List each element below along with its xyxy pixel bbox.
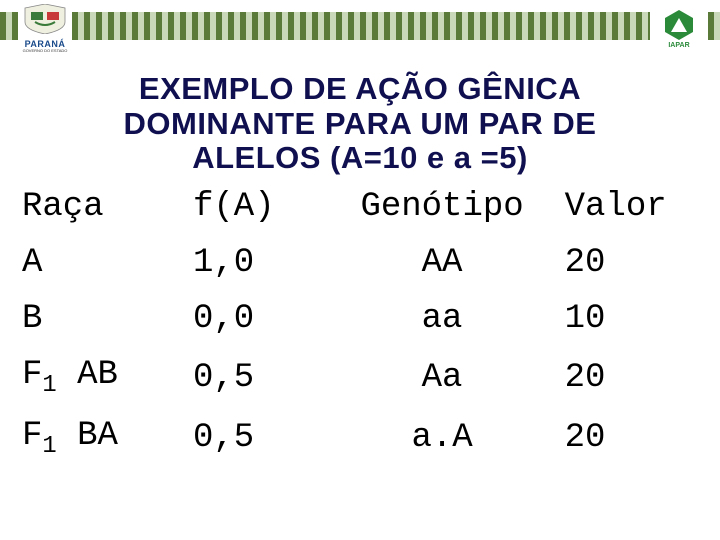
table-row: A 1,0 AA 20 [18,236,702,292]
slide-title: EXEMPLO DE AÇÃO GÊNICA DOMINANTE PARA UM… [18,72,702,176]
header-stripe-pattern [0,12,720,40]
table-header-row: Raça f(A) Genótipo Valor [18,180,702,236]
cell-valor: 20 [545,409,702,470]
iapar-logo-icon: IAPAR [657,8,701,48]
parana-crest-icon [21,4,69,34]
title-line-3: ALELOS (A=10 e a =5) [192,140,528,175]
table-row: F1 AB 0,5 Aa 20 [18,348,702,409]
cell-fa: 1,0 [189,236,339,292]
slide-content: EXEMPLO DE AÇÃO GÊNICA DOMINANTE PARA UM… [0,66,720,470]
cell-valor: 20 [545,348,702,409]
cell-valor: 10 [545,292,702,348]
cell-fa: 0,5 [189,348,339,409]
col-header-raca: Raça [18,180,189,236]
cell-raca: F1 BA [18,409,189,470]
genetics-table: Raça f(A) Genótipo Valor A 1,0 AA 20 B 0… [18,180,702,470]
table-row: B 0,0 aa 10 [18,292,702,348]
cell-raca: A [18,236,189,292]
parana-logo-subtext: GOVERNO DO ESTADO [18,49,72,53]
cell-geno: Aa [339,348,544,409]
table-row: F1 BA 0,5 a.A 20 [18,409,702,470]
col-header-valor: Valor [545,180,702,236]
cell-geno: aa [339,292,544,348]
col-header-genotipo: Genótipo [339,180,544,236]
cell-fa: 0,0 [189,292,339,348]
cell-valor: 20 [545,236,702,292]
header-band: PARANÁ GOVERNO DO ESTADO IAPAR [0,0,720,66]
iapar-logo: IAPAR [650,6,708,58]
title-line-1: EXEMPLO DE AÇÃO GÊNICA [139,71,581,106]
cell-fa: 0,5 [189,409,339,470]
col-header-fa: f(A) [189,180,339,236]
title-line-2: DOMINANTE PARA UM PAR DE [124,106,597,141]
parana-logo: PARANÁ GOVERNO DO ESTADO [18,4,72,62]
cell-geno: AA [339,236,544,292]
cell-raca: B [18,292,189,348]
cell-geno: a.A [339,409,544,470]
cell-raca: F1 AB [18,348,189,409]
svg-text:IAPAR: IAPAR [668,42,689,48]
